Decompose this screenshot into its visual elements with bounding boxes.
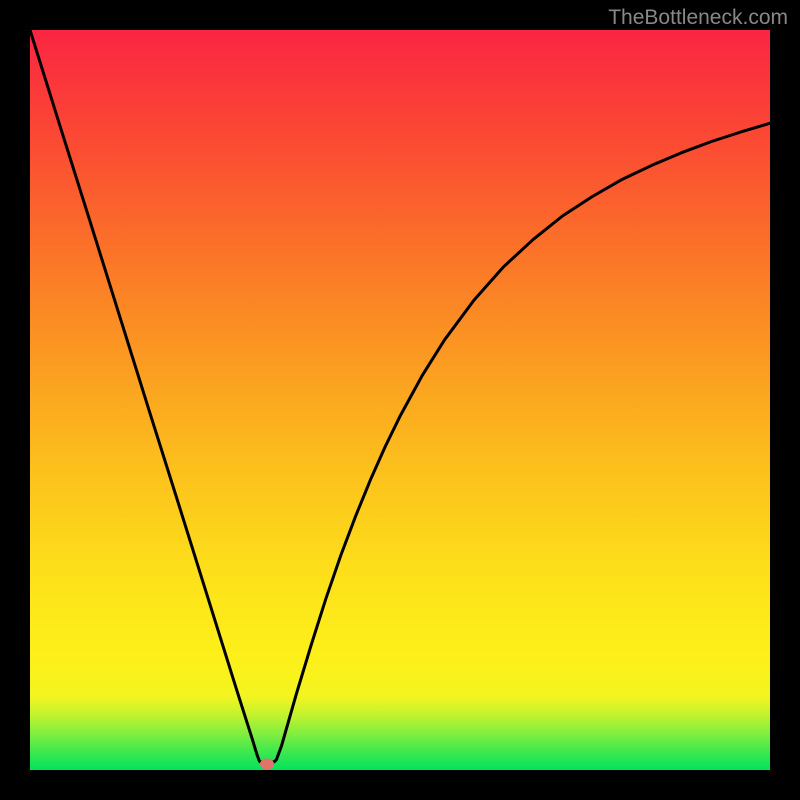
watermark-text: TheBottleneck.com	[608, 6, 788, 30]
bottleneck-curve	[30, 30, 770, 762]
optimum-marker	[260, 759, 274, 770]
plot-frame	[30, 30, 770, 770]
chart-stage: TheBottleneck.com	[0, 0, 800, 800]
curve-svg	[30, 30, 770, 770]
